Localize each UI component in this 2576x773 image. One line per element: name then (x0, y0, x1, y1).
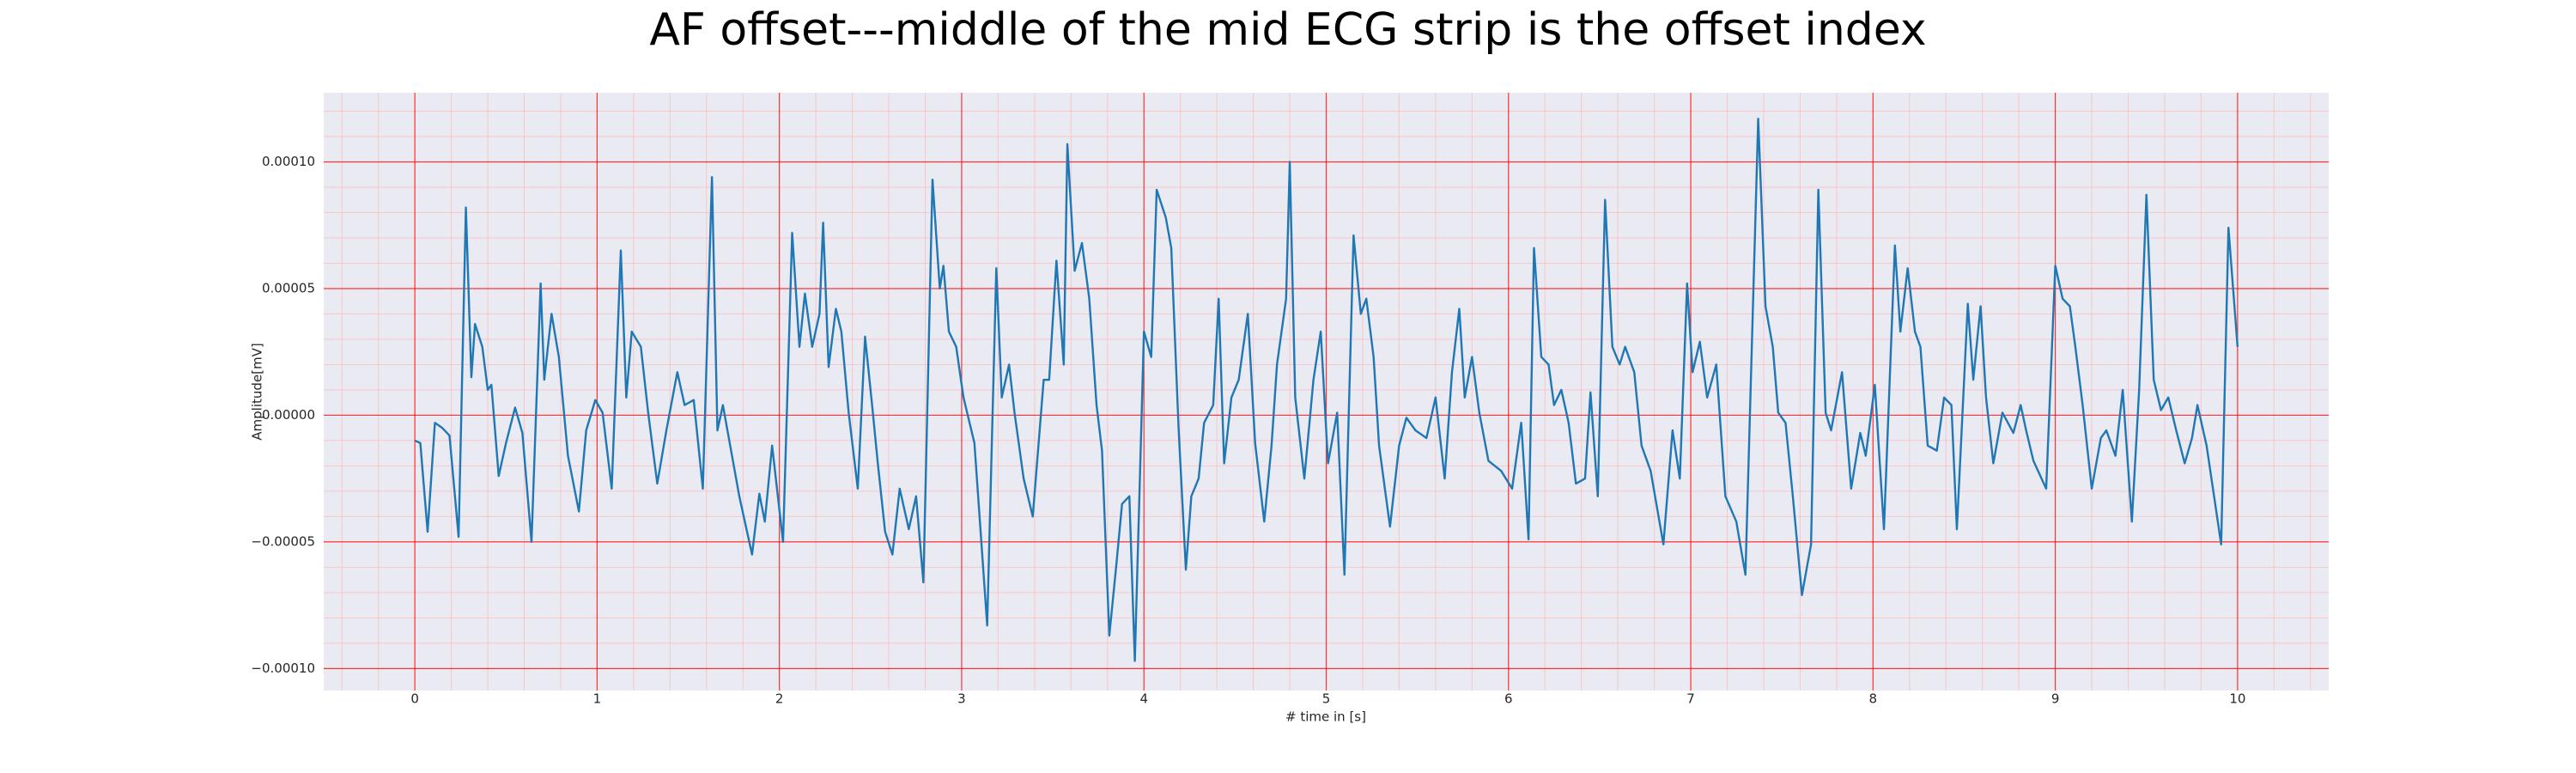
x-tick-label: 4 (1139, 691, 1148, 707)
x-tick-label: 3 (957, 691, 966, 707)
y-tick-label: −0.00010 (251, 660, 315, 676)
y-tick-label: 0.00000 (262, 407, 315, 423)
grid (324, 93, 2329, 691)
y-tick-label: −0.00005 (251, 533, 315, 549)
x-tick-label: 8 (1869, 691, 1878, 707)
y-axis-label: Amplitude[mV] (250, 343, 265, 440)
x-tick-label: 6 (1504, 691, 1513, 707)
marks (414, 118, 2239, 662)
x-tick-label: 7 (1686, 691, 1695, 707)
x-tick-label: 1 (593, 691, 602, 707)
ecg-line (414, 118, 2239, 662)
x-tick-label: 9 (2051, 691, 2060, 707)
x-axis-label: # time in [s] (1285, 709, 1366, 725)
x-tick-label: 2 (775, 691, 784, 707)
y-tick-label: 0.00005 (262, 280, 315, 295)
chart-title: AF offset---middle of the mid ECG strip … (649, 4, 1926, 56)
x-tick-label: 5 (1322, 691, 1331, 707)
y-tick-label: 0.00010 (262, 154, 315, 169)
x-tick-label: 10 (2229, 691, 2245, 707)
x-tick-label: 0 (410, 691, 419, 707)
